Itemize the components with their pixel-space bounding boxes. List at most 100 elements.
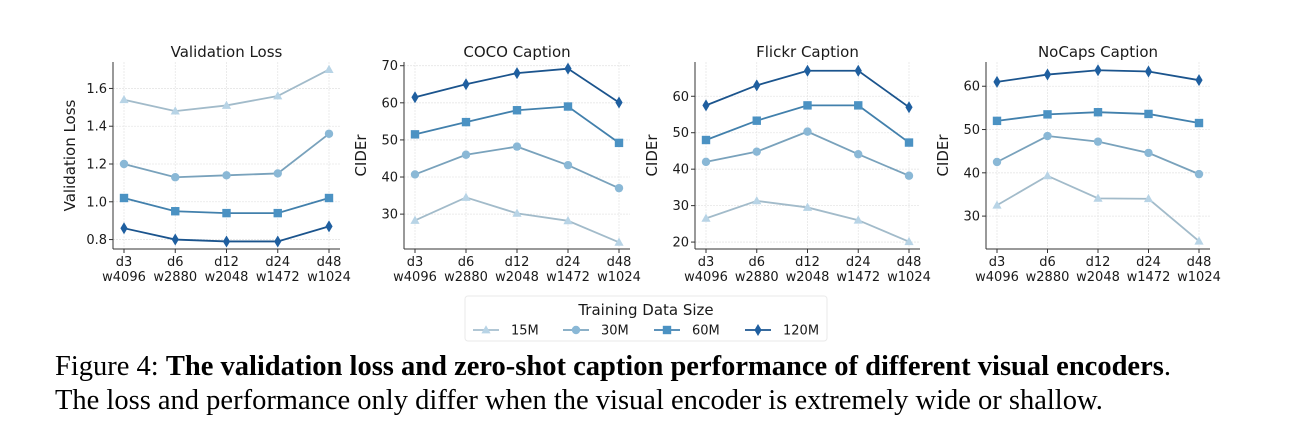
y-tick-label: 40 — [381, 171, 398, 186]
x-tick-label: d3 — [407, 255, 424, 270]
data-point — [563, 102, 573, 111]
series-15M — [701, 196, 914, 246]
caption-bold: The validation loss and zero-shot captio… — [165, 351, 1164, 382]
data-point — [512, 142, 522, 151]
y-tick-label: 20 — [672, 236, 689, 251]
data-point — [564, 62, 572, 75]
data-point — [701, 135, 711, 145]
data-point — [802, 202, 813, 211]
data-point — [324, 193, 334, 203]
series-30M — [119, 129, 334, 182]
data-point — [1194, 236, 1204, 245]
data-point — [1042, 171, 1053, 180]
chart-title: COCO Caption — [463, 43, 570, 61]
data-point — [274, 235, 282, 248]
legend-marker — [571, 325, 581, 335]
data-point — [563, 216, 573, 225]
y-axis-label: CIDEr — [643, 134, 661, 177]
data-point — [410, 215, 420, 224]
y-tick-label: 60 — [963, 80, 980, 95]
data-point — [752, 196, 762, 205]
data-point — [563, 160, 573, 170]
legend-title: Training Data Size — [577, 301, 713, 319]
data-point — [221, 100, 232, 109]
data-point — [222, 171, 231, 180]
data-point — [854, 150, 863, 159]
data-point — [701, 213, 711, 222]
x-tick-label: w4096 — [684, 270, 728, 285]
y-tick-label: 60 — [672, 90, 689, 105]
x-tick-label: w1024 — [597, 270, 641, 285]
x-tick-label: w2880 — [1026, 270, 1070, 285]
x-tick-label: d3 — [116, 255, 133, 270]
data-point — [324, 64, 334, 73]
data-point — [1094, 64, 1102, 77]
data-point — [905, 101, 913, 114]
y-tick-label: 1.6 — [86, 82, 107, 97]
legend-entry-15M: 15M — [473, 324, 539, 339]
legend-marker — [481, 325, 491, 334]
series-120M — [411, 62, 623, 109]
data-point — [512, 208, 522, 217]
series-60M — [992, 108, 1204, 128]
data-point — [803, 64, 812, 77]
data-point — [1043, 131, 1052, 141]
data-point — [1195, 74, 1203, 87]
data-point — [462, 78, 470, 91]
y-tick-label: 0.8 — [86, 233, 107, 248]
x-tick-label: w1472 — [1127, 270, 1171, 285]
data-point — [324, 129, 334, 138]
figure-caption: Figure 4: The validation loss and zero-s… — [55, 350, 1295, 418]
data-point — [1194, 118, 1204, 128]
legend-marker — [662, 325, 672, 335]
legend-label: 30M — [601, 324, 629, 339]
x-tick-label: w2880 — [735, 270, 779, 285]
data-point — [992, 116, 1002, 126]
data-point — [1043, 110, 1052, 119]
data-point — [411, 91, 419, 104]
x-tick-label: w4096 — [975, 270, 1019, 285]
legend-entry-120M: 120M — [745, 324, 819, 339]
data-point — [273, 208, 282, 218]
data-point — [273, 91, 283, 100]
data-point — [752, 116, 761, 125]
y-tick-label: 50 — [672, 126, 689, 141]
data-point — [1144, 148, 1153, 158]
x-tick-label: w1472 — [546, 270, 590, 285]
data-point — [993, 75, 1001, 88]
x-tick-label: w2880 — [444, 270, 488, 285]
data-point — [410, 130, 420, 139]
x-tick-label: d48 — [897, 255, 922, 270]
data-point — [992, 157, 1002, 167]
caption-bold-end: . — [1163, 351, 1171, 382]
data-point — [1144, 109, 1153, 119]
data-point — [119, 193, 129, 203]
data-point — [273, 169, 282, 178]
x-tick-label: d3 — [698, 255, 715, 270]
y-tick-label: 1.2 — [86, 158, 107, 173]
data-point — [904, 236, 914, 246]
data-point — [325, 220, 333, 233]
data-point — [222, 235, 231, 248]
x-tick-label: w2880 — [153, 270, 197, 285]
x-tick-label: d6 — [748, 255, 765, 270]
data-point — [119, 94, 129, 104]
data-point — [512, 106, 522, 115]
y-tick-label: 1.0 — [86, 195, 107, 210]
series-120M — [120, 220, 333, 248]
data-point — [752, 147, 761, 156]
data-point — [992, 200, 1002, 209]
x-tick-label: d24 — [846, 255, 871, 270]
legend: Training Data Size 15M 30M 60M 120M — [464, 295, 828, 342]
series-60M — [701, 101, 914, 147]
chart-title: Flickr Caption — [756, 43, 859, 61]
data-point — [222, 208, 231, 218]
x-tick-label: d24 — [1136, 255, 1161, 270]
data-point — [1093, 108, 1103, 117]
x-tick-label: w1472 — [836, 270, 880, 285]
data-point — [171, 207, 180, 216]
data-point — [904, 171, 914, 180]
data-point — [614, 237, 624, 246]
